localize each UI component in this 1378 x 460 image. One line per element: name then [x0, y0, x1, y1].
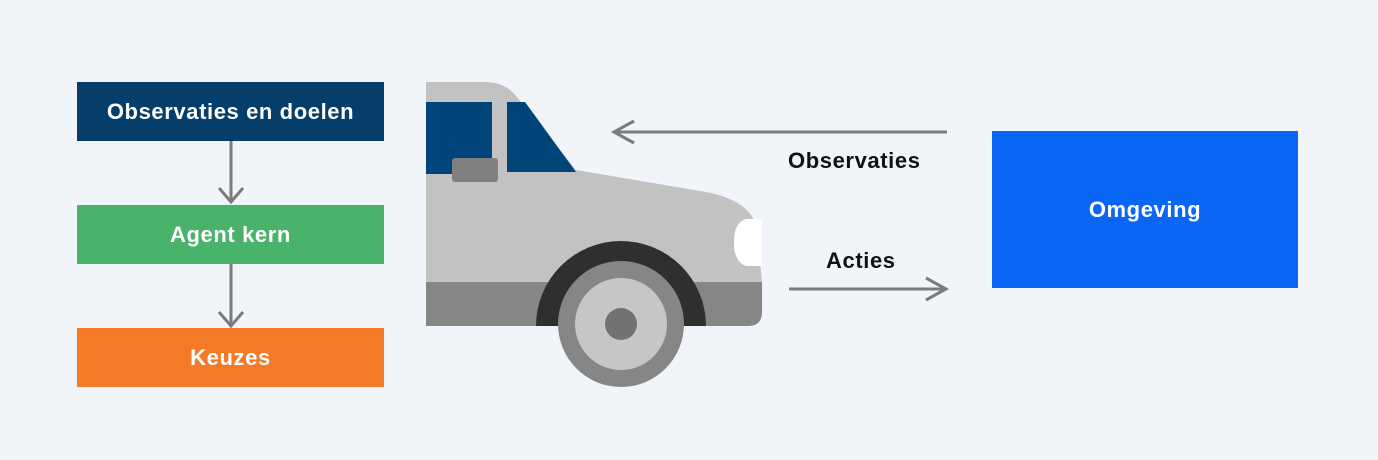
arrow-left-icon	[610, 119, 947, 145]
environment-box: Omgeving	[992, 131, 1298, 288]
arrow-right-icon	[789, 276, 950, 302]
observations-flow-label: Observaties	[788, 148, 921, 173]
agent-core-label: Agent kern	[170, 221, 291, 247]
agent-core-box: Agent kern	[77, 205, 384, 264]
observations-goals-label: Observaties en doelen	[106, 98, 355, 124]
observations-goals-box: Observaties en doelen	[77, 82, 384, 141]
actions-flow-label: Acties	[826, 248, 896, 273]
environment-label: Omgeving	[1088, 196, 1202, 222]
arrow-down-icon	[217, 141, 245, 205]
arrow-down-icon	[217, 264, 245, 329]
choices-box: Keuzes	[77, 328, 384, 387]
choices-label: Keuzes	[190, 344, 271, 370]
car-icon	[426, 82, 762, 387]
